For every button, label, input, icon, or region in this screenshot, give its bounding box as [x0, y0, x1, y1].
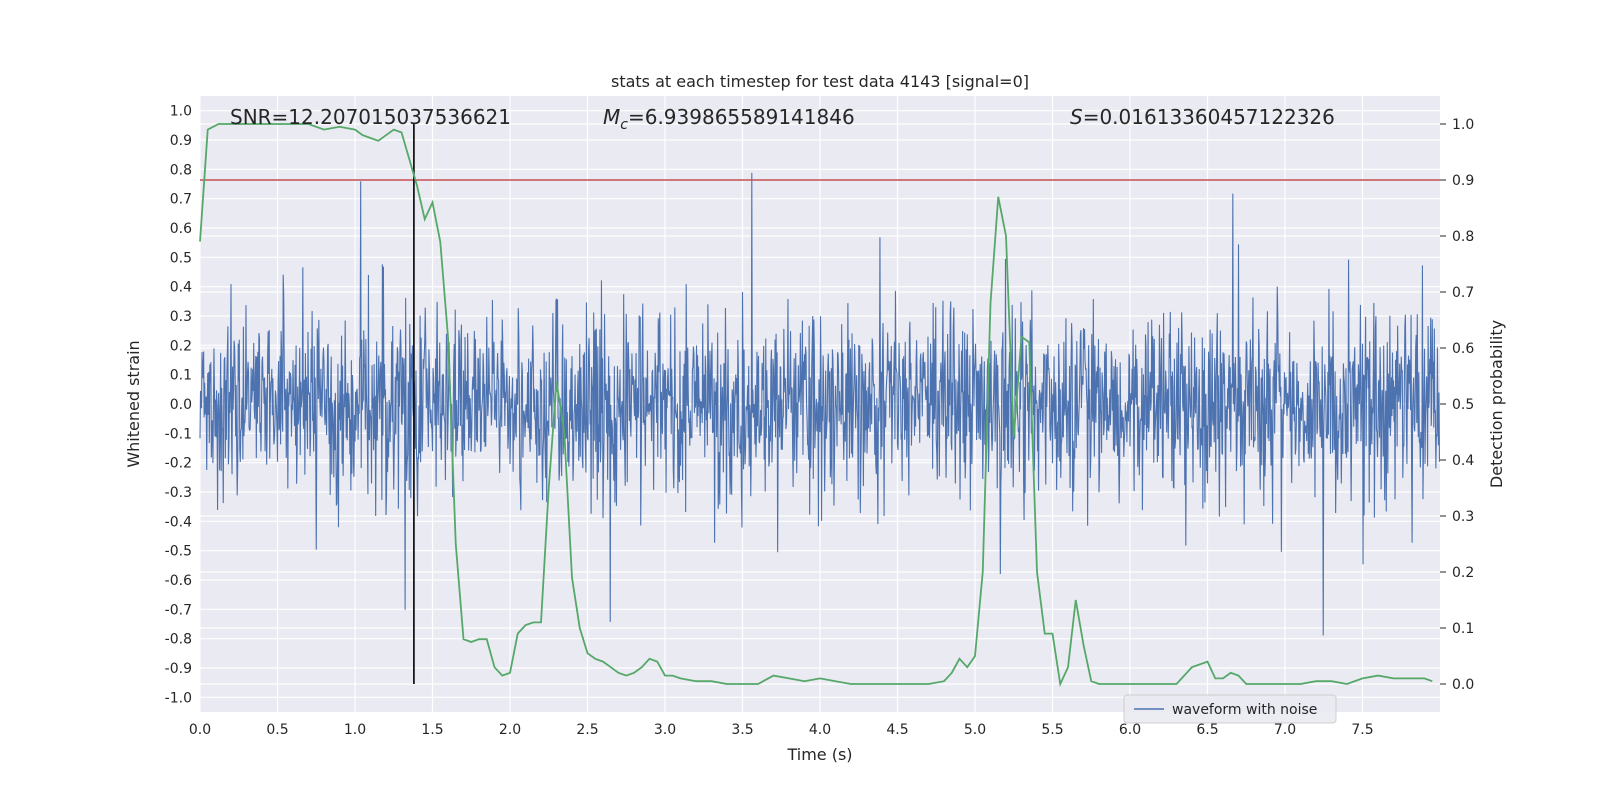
x-tick-label: 5.0 [964, 722, 986, 738]
x-tick-label: 2.5 [576, 722, 598, 738]
x-tick-label: 0.0 [189, 722, 211, 738]
s-value: =0.016133604571223​26 [1083, 105, 1335, 129]
x-tick-label: 4.5 [886, 722, 908, 738]
y-tick-label-left: 0.6 [170, 221, 192, 237]
y-tick-label-right: 0.0 [1452, 677, 1474, 693]
s-annotation: S=0.016133604571223​26 [1070, 105, 1335, 129]
snr-annotation: SNR=12.207015037536621 [230, 105, 511, 129]
y-axis-right-ticks: 1.0 0.9 0.8 0.7 0.6 0.5 0.4 0.3 0.2 0.1 0.0 [1440, 117, 1474, 693]
y-tick-label-left: -0.3 [165, 485, 192, 501]
y-tick-label-left: 0.7 [170, 192, 192, 208]
x-tick-label: 4.0 [809, 722, 831, 738]
x-axis-ticks: 0.0 0.5 1.0 1.5 2.0 2.5 3.0 3.5 4.0 4.5 5.0 5.5 6.0 6… [189, 722, 1374, 738]
x-tick-label: 7.5 [1351, 722, 1373, 738]
y-tick-label-right: 0.8 [1452, 229, 1474, 245]
x-tick-label: 0.5 [266, 722, 288, 738]
mc-value: =6.939865589141846 [628, 105, 855, 129]
y-tick-label-left: -0.9 [165, 661, 192, 677]
y-tick-label-left: -0.6 [165, 573, 192, 589]
y-tick-label-left: 0.3 [170, 309, 192, 325]
x-tick-label: 2.0 [499, 722, 521, 738]
waveform-line [199, 172, 1441, 636]
y-tick-label-left: -0.8 [165, 632, 192, 648]
y-tick-label-left: -0.1 [165, 426, 192, 442]
y-tick-label-left: 0.4 [170, 280, 192, 296]
legend: waveform with noise [1123, 694, 1337, 724]
overlay-lines [199, 123, 1440, 688]
x-tick-label: 3.0 [654, 722, 676, 738]
y-tick-label-left: 1.0 [170, 104, 192, 120]
y-tick-label-right: 0.9 [1452, 173, 1474, 189]
x-axis-label: Time (s) [786, 745, 852, 764]
x-tick-label: 6.5 [1196, 722, 1218, 738]
waveform-series [199, 172, 1441, 636]
detection-probability-line [199, 123, 1433, 688]
y-tick-label-left: 0.5 [170, 250, 192, 266]
mc-annotation: Mc=6.939865589141846 [603, 105, 855, 133]
y-tick-label-left: 0.8 [170, 162, 192, 178]
y-tick-label-right: 0.5 [1452, 397, 1474, 413]
x-tick-label: 5.5 [1041, 722, 1063, 738]
y-tick-label-right: 0.6 [1452, 341, 1474, 357]
x-tick-label: 1.5 [421, 722, 443, 738]
y-tick-label-right: 0.4 [1452, 453, 1474, 469]
x-tick-label: 1.0 [344, 722, 366, 738]
mc-subscript: c [620, 117, 628, 133]
y-tick-label-left: 0.9 [170, 133, 192, 149]
legend-box [1123, 694, 1337, 724]
y-tick-label-right: 0.3 [1452, 509, 1474, 525]
y-tick-label-left: -1.0 [165, 690, 192, 706]
y-tick-label-left: -0.7 [165, 602, 192, 618]
legend-entry-waveform: waveform with noise [1172, 702, 1317, 718]
chart-title: stats at each timestep for test data 414… [611, 72, 1029, 91]
y-axis-label-right: Detection probability [1487, 320, 1506, 488]
y-tick-label-left: 0.0 [170, 397, 192, 413]
y-tick-label-right: 0.1 [1452, 621, 1474, 637]
y-tick-label-left: 0.2 [170, 338, 192, 354]
y-axis-label-left: Whitened strain [124, 340, 143, 467]
y-tick-label-left: 0.1 [170, 368, 192, 384]
x-tick-label: 7.0 [1274, 722, 1296, 738]
y-tick-label-right: 1.0 [1452, 117, 1474, 133]
x-tick-label: 3.5 [731, 722, 753, 738]
y-tick-label-right: 0.2 [1452, 565, 1474, 581]
y-tick-label-left: -0.5 [165, 544, 192, 560]
y-axis-left-ticks: 1.0 0.9 0.8 0.7 0.6 0.5 0.4 0.3 0.2 0.1 0.0 -0.1 -0.… [165, 104, 192, 707]
s-prefix: S [1070, 105, 1083, 129]
mc-prefix: M [603, 105, 620, 129]
x-tick-label: 6.0 [1119, 722, 1141, 738]
y-tick-label-right: 0.7 [1452, 285, 1474, 301]
y-tick-label-left: -0.2 [165, 456, 192, 472]
y-tick-label-left: -0.4 [165, 514, 192, 530]
